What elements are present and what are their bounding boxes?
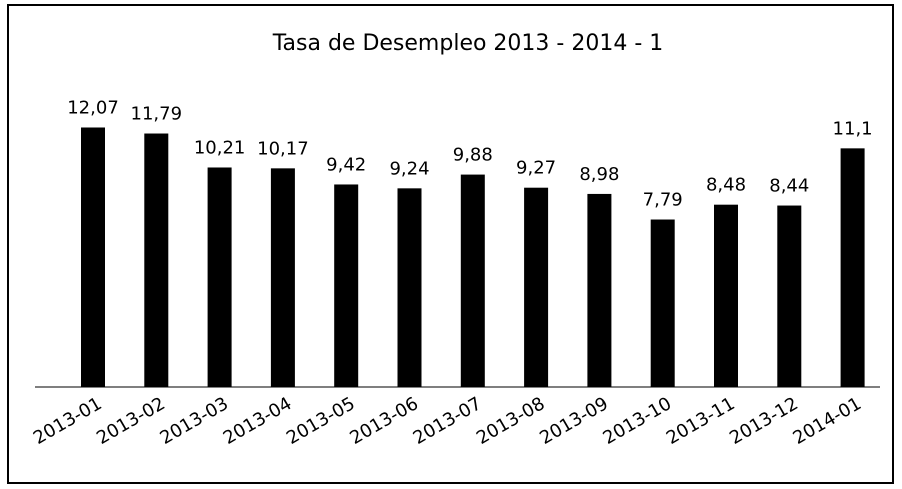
value-label: 7,79	[643, 190, 683, 211]
value-label: 9,24	[389, 158, 429, 179]
value-label: 8,44	[769, 176, 809, 197]
bar	[587, 193, 612, 387]
bar	[650, 219, 675, 387]
value-label: 9,42	[326, 154, 366, 175]
value-label: 9,27	[516, 158, 556, 179]
bar	[81, 127, 105, 388]
value-label: 10,21	[194, 137, 246, 158]
bar	[334, 184, 359, 387]
bar	[460, 174, 485, 387]
bar	[777, 205, 802, 387]
value-label: 12,07	[67, 97, 119, 118]
chart-title: Tasa de Desempleo 2013 - 2014 - 1	[272, 31, 664, 56]
bar	[714, 204, 738, 387]
value-label: 9,88	[453, 145, 493, 166]
bar	[397, 188, 422, 387]
value-label: 8,98	[579, 164, 619, 185]
value-label: 11,1	[833, 118, 873, 139]
bar	[524, 187, 549, 387]
bar	[270, 168, 295, 387]
value-label: 8,48	[706, 175, 746, 196]
value-label: 10,17	[257, 138, 309, 159]
value-label: 11,79	[131, 104, 183, 125]
bar	[840, 148, 865, 387]
bar	[207, 167, 232, 387]
bar	[144, 133, 169, 387]
